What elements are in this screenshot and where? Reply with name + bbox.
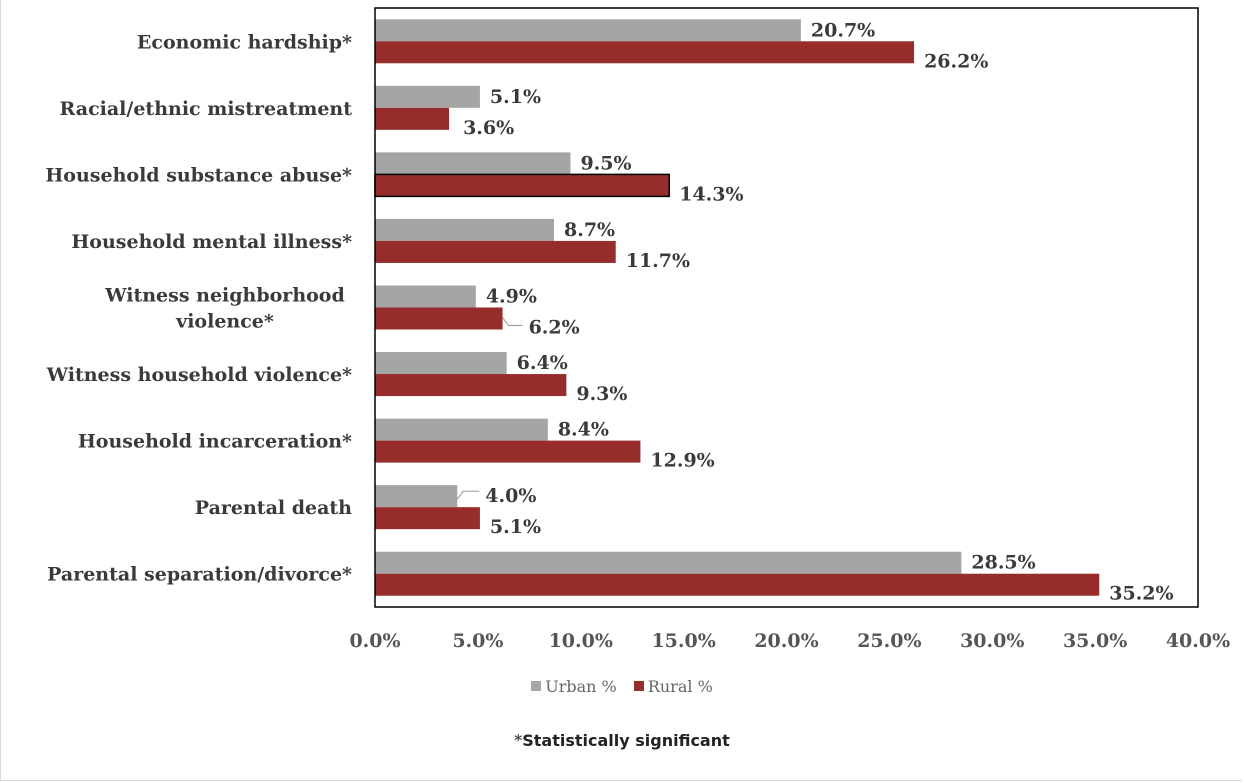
plot-area-border [374, 7, 1199, 608]
value-label-rural: 6.2% [529, 317, 580, 339]
category-label: Parental death [195, 497, 352, 519]
value-label-rural: 14.3% [679, 183, 743, 205]
category-label: Household substance abuse* [45, 164, 352, 186]
category-label: Witness household violence* [46, 364, 352, 386]
bar-urban [375, 85, 480, 108]
value-label-rural: 5.1% [490, 516, 541, 538]
legend-label-urban: Urban % [545, 676, 617, 696]
x-tick-label: 5.0% [452, 630, 503, 652]
bar-urban [375, 285, 476, 308]
x-tick-label: 25.0% [857, 630, 921, 652]
category-label: Racial/ethnic mistreatment [60, 98, 353, 120]
value-label-urban: 8.4% [558, 419, 609, 441]
legend: Urban % Rural % [0, 676, 1244, 696]
x-tick-label: 30.0% [960, 630, 1024, 652]
category-label: Parental separation/divorce* [47, 564, 352, 586]
legend-item-rural: Rural % [633, 676, 713, 696]
value-label-urban: 4.0% [485, 485, 536, 507]
x-tick-label: 35.0% [1063, 630, 1127, 652]
footnote: *Statistically significant [0, 731, 1244, 750]
value-label-rural: 12.9% [650, 450, 714, 472]
category-label: violence* [175, 311, 274, 333]
value-label-rural: 35.2% [1109, 583, 1173, 605]
value-label-rural: 26.2% [924, 50, 988, 72]
category-label: Witness neighborhood [104, 285, 345, 307]
legend-label-rural: Rural % [647, 676, 713, 696]
leader-lines [456, 317, 523, 500]
leader-line [456, 490, 480, 500]
value-label-rural: 9.3% [576, 383, 627, 405]
value-label-urban: 5.1% [490, 86, 541, 108]
value-label-urban: 6.4% [517, 352, 568, 374]
bar-rural [375, 374, 567, 397]
bar-rural [375, 307, 503, 330]
x-tick-label: 15.0% [651, 630, 715, 652]
x-tick-label: 20.0% [754, 630, 818, 652]
legend-item-urban: Urban % [531, 677, 617, 696]
footnote-text: Statistically significant [522, 731, 730, 750]
value-label-rural: 11.7% [626, 250, 690, 272]
value-label-rural: 3.6% [463, 117, 514, 139]
bar-rural [375, 573, 1100, 596]
bar-rural [375, 107, 450, 130]
bar-rural [375, 240, 616, 263]
x-tick-label: 0.0% [349, 630, 400, 652]
bar-rural [375, 507, 480, 530]
bar-rural [374, 173, 670, 198]
value-label-urban: 28.5% [971, 552, 1035, 574]
footnote-asterisk: * [514, 731, 523, 750]
value-labels: 20.7% 26.2% 5.1% 3.6% 9.5% 14.3% 8.7% 11.7% 4.9%… [463, 19, 1174, 604]
bar-urban [375, 551, 962, 574]
x-tick-label: 40.0% [1166, 630, 1230, 652]
category-label: Household incarceration* [78, 431, 352, 453]
bar-rural [375, 440, 641, 463]
x-axis-tick-labels: 0.0% 5.0% 10.0% 15.0% 20.0% 25.0% 30.0% 35.0% 40… [349, 630, 1230, 652]
bar-urban [375, 152, 571, 175]
category-labels: Economic hardship* Racial/ethnic mistreat… [45, 31, 352, 585]
bar-urban [375, 352, 507, 375]
value-label-urban: 9.5% [580, 152, 631, 174]
value-label-urban: 4.9% [486, 286, 537, 308]
leader-line [502, 317, 523, 327]
bar-chart: 20.7% 26.2% 5.1% 3.6% 9.5% 14.3% 8.7% 11.7% 4.9%… [45, 7, 1230, 652]
bars-group [374, 19, 1100, 596]
category-label: Economic hardship* [137, 31, 352, 53]
bar-urban [375, 218, 555, 241]
bar-urban [375, 485, 458, 508]
value-label-urban: 8.7% [564, 219, 615, 241]
bar-urban [375, 418, 548, 441]
bar-rural [375, 41, 915, 64]
category-label: Household mental illness* [71, 231, 352, 253]
bar-urban [375, 19, 801, 42]
legend-swatch-rural [633, 681, 644, 691]
legend-swatch-urban [531, 681, 542, 691]
x-tick-label: 10.0% [549, 630, 613, 652]
value-label-urban: 20.7% [811, 19, 875, 41]
